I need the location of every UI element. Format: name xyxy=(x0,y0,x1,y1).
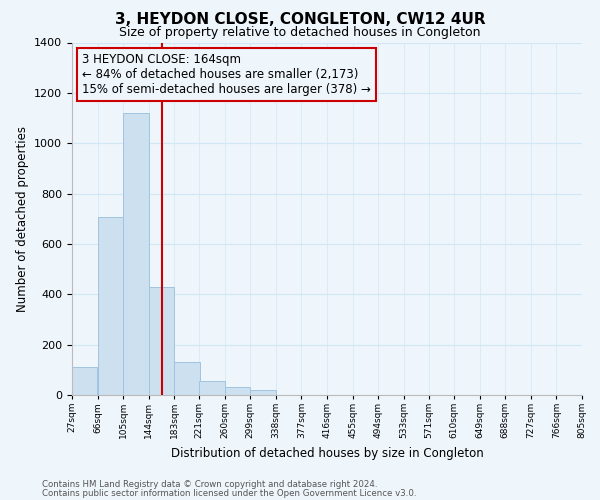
Y-axis label: Number of detached properties: Number of detached properties xyxy=(16,126,29,312)
Text: 3, HEYDON CLOSE, CONGLETON, CW12 4UR: 3, HEYDON CLOSE, CONGLETON, CW12 4UR xyxy=(115,12,485,28)
Bar xyxy=(149,286,174,395)
Bar xyxy=(225,387,250,395)
Text: Contains HM Land Registry data © Crown copyright and database right 2024.: Contains HM Land Registry data © Crown c… xyxy=(42,480,377,489)
Bar xyxy=(199,381,224,395)
Text: Size of property relative to detached houses in Congleton: Size of property relative to detached ho… xyxy=(119,26,481,39)
Bar xyxy=(175,362,200,395)
Bar xyxy=(98,218,123,395)
Bar xyxy=(250,390,276,395)
Bar xyxy=(123,113,149,395)
Text: 3 HEYDON CLOSE: 164sqm
← 84% of detached houses are smaller (2,173)
15% of semi-: 3 HEYDON CLOSE: 164sqm ← 84% of detached… xyxy=(82,53,371,96)
Bar xyxy=(72,368,97,395)
Text: Contains public sector information licensed under the Open Government Licence v3: Contains public sector information licen… xyxy=(42,488,416,498)
X-axis label: Distribution of detached houses by size in Congleton: Distribution of detached houses by size … xyxy=(170,446,484,460)
